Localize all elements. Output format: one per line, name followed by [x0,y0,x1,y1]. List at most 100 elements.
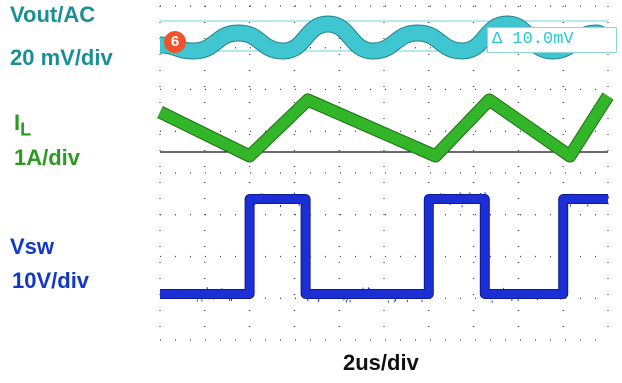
vsw-noise-speck [472,196,473,198]
vsw-noise-speck [421,300,422,302]
vsw-noise-speck [460,195,461,197]
vsw-noise-speck [580,198,581,200]
vsw-noise-speck [504,289,505,291]
vsw-noise-speck [368,287,369,289]
vsw-noise-speck [378,297,379,299]
vsw-noise-speck [398,291,399,293]
vsw-noise-speck [558,290,559,292]
vsw-noise-speck [391,296,392,298]
vsw-noise-speck [180,293,181,295]
vsw-noise-speck [207,287,208,289]
vsw-noise-speck [388,301,389,303]
vsw-noise-speck [576,200,577,202]
vsw-noise-speck [394,300,395,302]
vsw-noise-speck [197,293,198,295]
channel-marker-badge: 6 [164,31,186,53]
vsw-noise-speck [440,193,441,195]
vsw-noise-speck [268,195,269,197]
vsw-noise-speck [369,288,370,290]
vsw-noise-speck [407,300,408,302]
vsw-noise-speck [598,196,599,198]
vsw-noise-speck [162,296,163,298]
vsw-noise-speck [343,299,344,301]
vsw-noise-speck [503,288,504,290]
vsw-noise-speck [287,194,288,196]
vsw-noise-speck [564,202,565,204]
vsw-noise-speck [195,291,196,293]
vsw-noise-speck [427,296,428,298]
vsw-scale-label: 10V/div [12,270,89,292]
vsw-noise-speck [321,296,322,298]
vsw-noise-speck [527,293,528,295]
vsw-noise-speck [452,194,453,196]
vsw-noise-speck [490,297,491,299]
vsw-noise-speck [587,204,588,206]
cursor-readout-box: Δ 10.0mV [487,27,617,53]
vsw-noise-speck [560,298,561,300]
vsw-noise-speck [572,194,573,196]
vsw-noise-speck [465,195,466,197]
vsw-noise-speck [585,199,586,201]
vsw-noise-speck [377,296,378,298]
vsw-noise-speck [493,297,494,299]
vsw-noise-speck [261,193,262,195]
vsw-noise-speck [462,205,463,207]
vsw-noise-speck [470,200,471,202]
vsw-channel-label: Vsw [10,236,54,258]
vsw-noise-speck [350,300,351,302]
vsw-noise-speck [494,295,495,297]
vsw-noise-speck [286,197,287,199]
vsw-noise-speck [401,290,402,292]
vsw-noise-speck [548,290,549,292]
vsw-noise-speck [294,193,295,195]
vsw-noise-speck [539,295,540,297]
vsw-noise-speck [264,195,265,197]
cursor-delta-readout: Δ 10.0mV [492,30,574,49]
vsw-noise-speck [207,296,208,298]
vout-scale-label: 20 mV/div [10,47,113,69]
trace-il [160,96,608,156]
vsw-noise-speck [482,198,483,200]
vsw-noise-speck [469,192,470,194]
vsw-noise-speck [450,203,451,205]
vsw-noise-speck [608,196,609,198]
vsw-noise-speck [444,202,445,204]
vsw-noise-speck [535,289,536,291]
vsw-noise-speck [409,294,410,296]
vsw-noise-speck [567,197,568,199]
vsw-noise-speck [254,203,255,205]
vsw-noise-speck [495,294,496,296]
vsw-noise-speck [175,295,176,297]
vsw-noise-speck [460,201,461,203]
vsw-noise-speck [299,204,300,206]
vsw-noise-speck [292,200,293,202]
vsw-noise-speck [383,297,384,299]
vsw-noise-speck [501,293,502,295]
vsw-noise-speck [365,290,366,292]
vsw-noise-speck [206,293,207,295]
vsw-noise-speck [570,204,571,206]
il-scale-label: 1A/div [14,147,80,169]
vsw-noise-speck [518,299,519,301]
vsw-noise-speck [217,295,218,297]
vsw-noise-speck [231,299,232,301]
vsw-noise-speck [347,298,348,300]
vsw-noise-speck [492,301,493,303]
vsw-noise-speck [396,296,397,298]
vsw-noise-speck [485,192,486,194]
vsw-noise-speck [593,201,594,203]
vsw-noise-speck [200,296,201,298]
vsw-noise-speck [460,192,461,194]
vsw-noise-speck [280,205,281,207]
vsw-noise-speck [526,289,527,291]
vsw-noise-speck [526,296,527,298]
vsw-noise-speck [197,299,198,301]
vsw-noise-speck [589,195,590,197]
vsw-noise-speck [336,295,337,297]
vsw-noise-speck [229,299,230,301]
vsw-noise-speck [201,299,202,301]
vsw-noise-speck [221,290,222,292]
time-scale-label: 2us/div [343,352,419,374]
il-channel-label: IL [14,112,31,138]
